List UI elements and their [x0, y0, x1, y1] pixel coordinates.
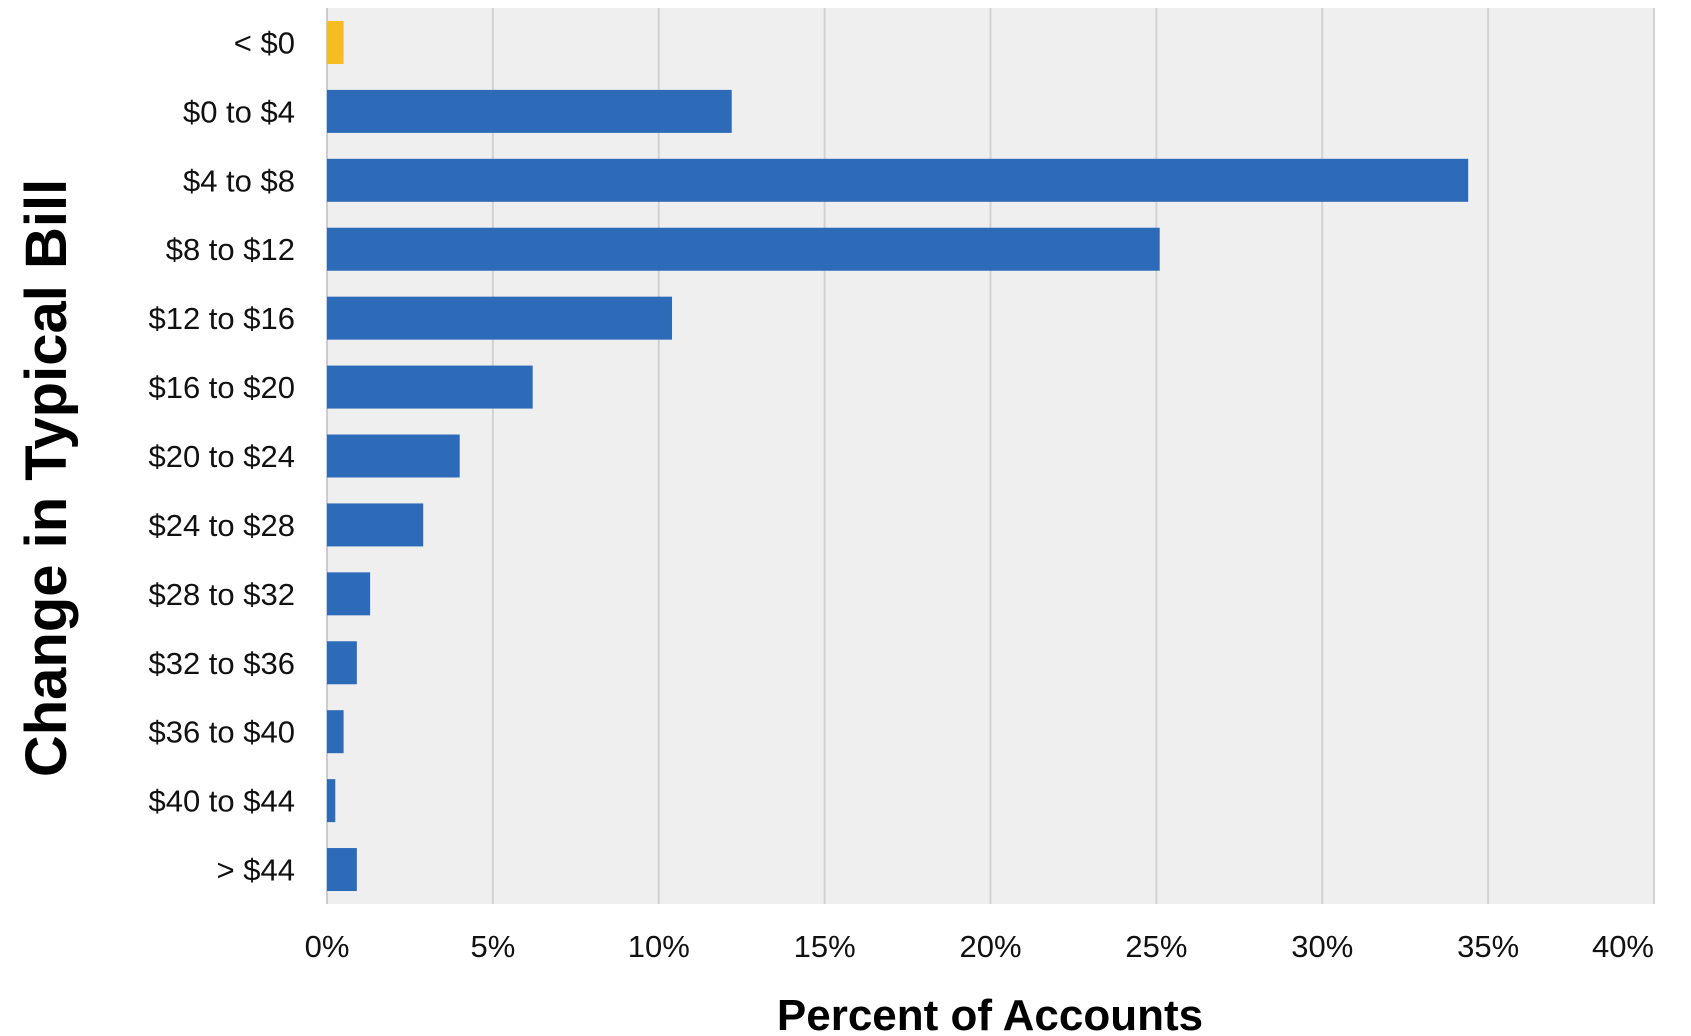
x-tick-label: 20%	[959, 929, 1021, 964]
y-axis-title: Change in Typical Bill	[14, 179, 79, 777]
bar	[327, 158, 1469, 202]
category-label: $28 to $32	[148, 577, 295, 612]
bar	[327, 20, 344, 64]
bar	[327, 641, 357, 685]
x-tick-label: 35%	[1457, 929, 1519, 964]
x-tick-labels: 0% 5% 10% 15% 20% 25% 30% 35% 40%	[305, 929, 1654, 964]
x-tick-label: 15%	[794, 929, 856, 964]
x-tick-label: 5%	[470, 929, 515, 964]
bar	[327, 365, 533, 409]
category-label: $32 to $36	[148, 646, 295, 681]
bar	[327, 434, 460, 478]
category-label: $24 to $28	[148, 508, 295, 543]
bars	[327, 20, 1469, 892]
bar	[327, 503, 424, 547]
category-label: < $0	[234, 25, 295, 60]
category-label: $0 to $4	[183, 94, 295, 129]
bar	[327, 848, 357, 892]
category-label: $20 to $24	[148, 439, 295, 474]
category-label: $12 to $16	[148, 301, 295, 336]
category-label: > $44	[217, 853, 295, 888]
x-tick-label: 10%	[628, 929, 690, 964]
category-labels: < $0 $0 to $4 $4 to $8 $8 to $12 $12 to $16 $…	[148, 25, 295, 887]
x-axis-title: Percent of Accounts	[777, 991, 1203, 1036]
category-label: $4 to $8	[183, 163, 295, 198]
category-label: $40 to $44	[148, 784, 295, 819]
bar	[327, 227, 1160, 271]
x-tick-label: 25%	[1125, 929, 1187, 964]
category-label: $36 to $40	[148, 715, 295, 750]
bar	[327, 710, 344, 754]
bar	[327, 572, 371, 616]
category-label: $16 to $20	[148, 370, 295, 405]
x-tick-label: 0%	[305, 929, 350, 964]
gridlines	[491, 8, 1655, 904]
bar	[327, 296, 673, 340]
x-tick-label: 40%	[1592, 929, 1654, 964]
x-tick-label: 30%	[1291, 929, 1353, 964]
bar	[327, 779, 336, 823]
bar	[327, 89, 732, 133]
category-label: $8 to $12	[166, 232, 295, 267]
